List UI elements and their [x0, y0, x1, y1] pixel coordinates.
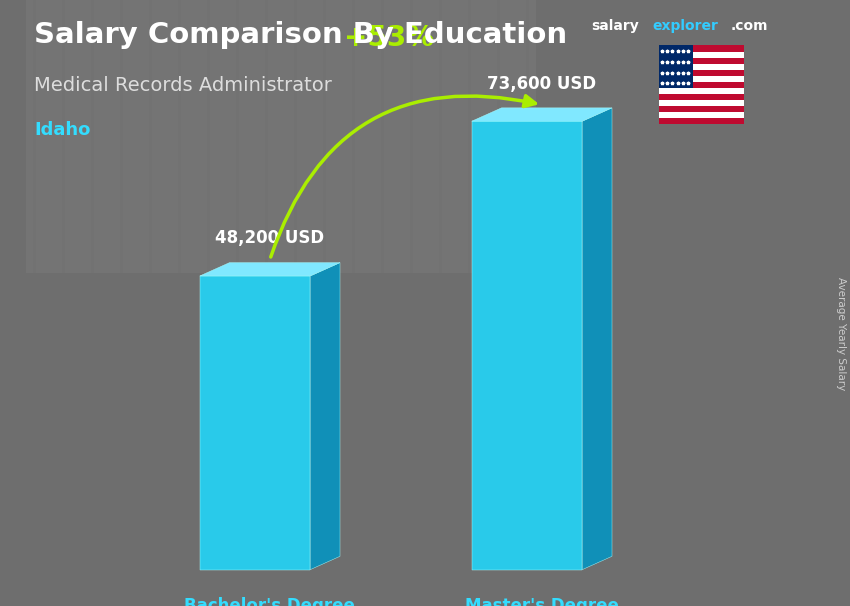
Polygon shape — [472, 121, 582, 570]
Bar — [659, 52, 744, 58]
Bar — [26, 0, 536, 273]
Text: 48,200 USD: 48,200 USD — [215, 230, 325, 247]
Polygon shape — [472, 108, 612, 121]
Bar — [659, 88, 744, 94]
Bar — [659, 112, 744, 118]
Polygon shape — [310, 262, 340, 570]
Polygon shape — [200, 276, 310, 570]
Text: +53%: +53% — [344, 24, 434, 52]
Bar — [659, 45, 744, 52]
Bar — [659, 76, 744, 82]
Bar — [659, 106, 744, 112]
Text: Salary Comparison By Education: Salary Comparison By Education — [34, 21, 567, 49]
Polygon shape — [200, 262, 340, 276]
Bar — [659, 82, 744, 88]
Bar — [659, 94, 744, 100]
Text: salary: salary — [591, 19, 638, 33]
Text: .com: .com — [731, 19, 768, 33]
Bar — [659, 70, 744, 76]
Bar — [659, 45, 693, 88]
Bar — [659, 118, 744, 124]
Bar — [659, 64, 744, 70]
Bar — [659, 100, 744, 106]
Text: explorer: explorer — [653, 19, 718, 33]
Text: Bachelor's Degree: Bachelor's Degree — [184, 597, 355, 606]
Text: Master's Degree: Master's Degree — [465, 597, 619, 606]
Text: Idaho: Idaho — [34, 121, 90, 139]
Text: Average Yearly Salary: Average Yearly Salary — [836, 277, 846, 390]
Text: Medical Records Administrator: Medical Records Administrator — [34, 76, 332, 95]
Bar — [659, 58, 744, 64]
Text: 73,600 USD: 73,600 USD — [487, 75, 597, 93]
Polygon shape — [582, 108, 612, 570]
